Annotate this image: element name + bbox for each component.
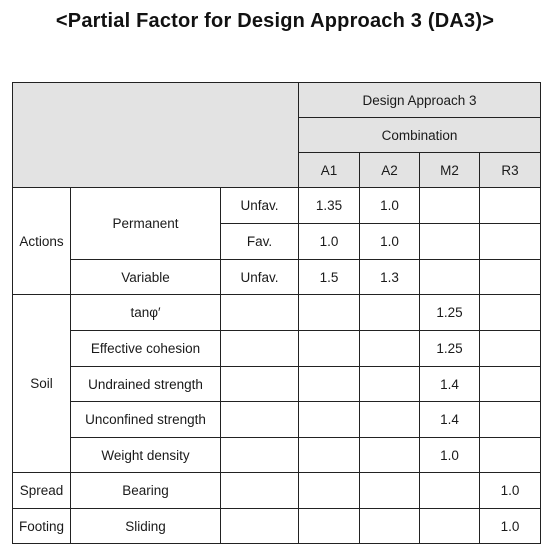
cell-empty: [220, 366, 299, 402]
cell-empty: [220, 330, 299, 367]
row-label-permanent: Permanent: [70, 187, 221, 260]
header-blank-cell: [12, 82, 299, 188]
cell-permanent-unfav-a1: 1.35: [298, 187, 360, 224]
cell-permanent-fav-m2: [419, 223, 480, 260]
header-combination: Combination: [298, 117, 541, 153]
cell-variable-a2: 1.3: [359, 259, 420, 295]
group-spread: Spread: [12, 472, 71, 509]
row-label-effective-cohesion: Effective cohesion: [70, 330, 221, 367]
cell-empty: [298, 294, 360, 331]
cell-empty: [359, 366, 420, 402]
header-col-r3: R3: [479, 152, 541, 188]
cell-empty: [220, 294, 299, 331]
group-soil: Soil: [12, 294, 71, 473]
cell-empty: [359, 330, 420, 367]
cell-empty: [479, 401, 541, 438]
cell-empty: [298, 508, 360, 544]
cell-effective-cohesion-m2: 1.25: [419, 330, 480, 367]
cell-empty: [220, 437, 299, 473]
cell-empty: [298, 330, 360, 367]
cell-empty: [359, 508, 420, 544]
page-title: <Partial Factor for Design Approach 3 (D…: [55, 10, 495, 32]
cell-weight-density-m2: 1.0: [419, 437, 480, 473]
cell-unconfined-strength-m2: 1.4: [419, 401, 480, 438]
cell-empty: [359, 472, 420, 509]
header-col-m2: M2: [419, 152, 480, 188]
condition-variable-unfav: Unfav.: [220, 259, 299, 295]
cell-permanent-unfav-a2: 1.0: [359, 187, 420, 224]
cell-empty: [298, 472, 360, 509]
header-design-approach: Design Approach 3: [298, 82, 541, 118]
cell-permanent-unfav-r3: [479, 187, 541, 224]
row-label-bearing: Bearing: [70, 472, 221, 509]
cell-empty: [359, 294, 420, 331]
row-label-sliding: Sliding: [70, 508, 221, 544]
cell-variable-a1: 1.5: [298, 259, 360, 295]
cell-undrained-strength-m2: 1.4: [419, 366, 480, 402]
partial-factor-table: Design Approach 3 Combination A1 A2 M2 R…: [12, 82, 541, 544]
cell-empty: [419, 508, 480, 544]
cell-empty: [220, 401, 299, 438]
cell-tan-phi-m2: 1.25: [419, 294, 480, 331]
cell-variable-m2: [419, 259, 480, 295]
cell-empty: [220, 508, 299, 544]
cell-empty: [298, 437, 360, 473]
group-footing: Footing: [12, 508, 71, 544]
row-label-weight-density: Weight density: [70, 437, 221, 473]
cell-permanent-fav-r3: [479, 223, 541, 260]
header-col-a1: A1: [298, 152, 360, 188]
cell-empty: [359, 401, 420, 438]
cell-empty: [220, 472, 299, 509]
cell-empty: [479, 294, 541, 331]
row-label-tan-phi: tanφ′: [70, 294, 221, 331]
cell-permanent-unfav-m2: [419, 187, 480, 224]
row-label-variable: Variable: [70, 259, 221, 295]
cell-variable-r3: [479, 259, 541, 295]
cell-empty: [298, 366, 360, 402]
cell-permanent-fav-a2: 1.0: [359, 223, 420, 260]
cell-empty: [359, 437, 420, 473]
group-actions: Actions: [12, 187, 71, 295]
cell-empty: [479, 366, 541, 402]
cell-bearing-r3: 1.0: [479, 472, 541, 509]
row-label-undrained-strength: Undrained strength: [70, 366, 221, 402]
header-col-a2: A2: [359, 152, 420, 188]
condition-fav: Fav.: [220, 223, 299, 260]
cell-empty: [479, 437, 541, 473]
cell-empty: [298, 401, 360, 438]
cell-permanent-fav-a1: 1.0: [298, 223, 360, 260]
cell-sliding-r3: 1.0: [479, 508, 541, 544]
row-label-unconfined-strength: Unconfined strength: [70, 401, 221, 438]
cell-empty: [479, 330, 541, 367]
condition-unfav: Unfav.: [220, 187, 299, 224]
cell-empty: [419, 472, 480, 509]
